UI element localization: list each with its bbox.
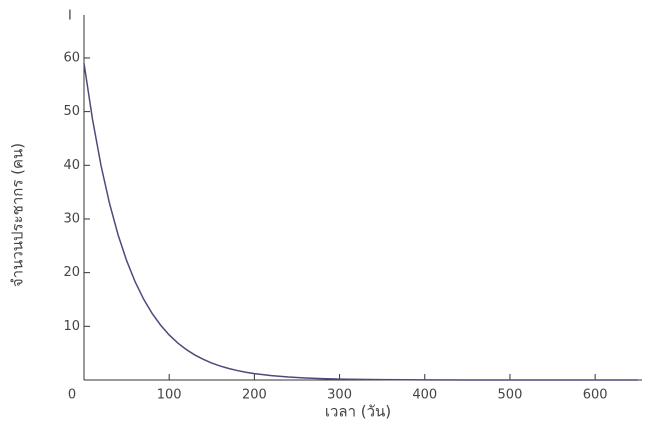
x-tick-label: 600 — [583, 388, 608, 403]
x-axis-label: เวลา (วัน) — [325, 403, 391, 421]
y-tick-label: 60 — [63, 50, 80, 65]
y-tick-label: 30 — [63, 211, 80, 226]
x-tick-label: 0 — [68, 388, 76, 403]
x-tick-label: 300 — [327, 388, 352, 403]
x-tick-label: 200 — [242, 388, 267, 403]
y-tick-label: 40 — [63, 158, 80, 173]
axis-top-label: I — [68, 9, 72, 24]
y-tick-label: 50 — [63, 104, 80, 119]
y-tick-label: 20 — [63, 265, 80, 280]
y-tick-label: 10 — [63, 319, 80, 334]
x-tick-label: 500 — [498, 388, 523, 403]
line — [83, 63, 638, 381]
y-axis-label: จำนวนประชากร (คน) — [9, 143, 27, 287]
x-tick-label: 400 — [412, 388, 437, 403]
x-tick-label: 100 — [157, 388, 182, 403]
